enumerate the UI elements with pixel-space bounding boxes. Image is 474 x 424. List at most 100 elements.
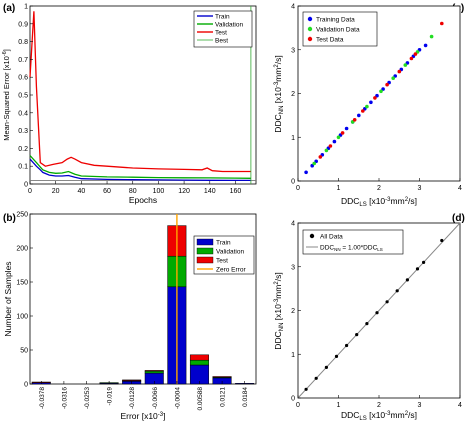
x-tick-label: 1	[337, 185, 341, 192]
panel-b-plot-area	[31, 214, 255, 385]
x-tick-label: 100	[153, 188, 165, 195]
panel-b-y-label: Number of Samples	[3, 261, 13, 336]
y-tick-label: 200	[16, 246, 28, 253]
panel-a-x-label: Epochs	[129, 195, 157, 205]
legend-label-train: Train	[216, 240, 231, 247]
x-tick-label: 0.0121	[220, 387, 227, 407]
bar-validation	[189, 359, 209, 366]
data-point	[361, 109, 365, 113]
x-tick-label: 0	[296, 402, 300, 409]
data-point	[391, 76, 396, 80]
legend-label-training-data: Training Data	[316, 17, 355, 24]
legend-label-best: Best	[215, 38, 228, 45]
x-tick-label: 2	[377, 185, 381, 192]
data-point	[334, 354, 339, 358]
panel-d-letter: (d)	[452, 213, 465, 224]
panel-d: (d) 0 1 2 3 4 0 1 2 3 4 DDCLS [x10-3mm2/s] DDCNN…	[273, 213, 465, 422]
y-tick-label: 1	[291, 135, 295, 142]
data-point	[314, 376, 318, 380]
data-point	[385, 82, 389, 87]
data-point	[352, 118, 357, 122]
y-tick-label: 2	[291, 308, 295, 315]
panel-a-x-ticks: 0 20 40 60 80 100 120 140 160	[28, 181, 241, 195]
data-point	[440, 21, 444, 26]
data-point	[397, 69, 402, 74]
legend-label-all-data: All Data	[320, 234, 343, 241]
x-tick-label: -0.0004	[174, 387, 181, 409]
x-tick-label: 20	[52, 188, 60, 195]
x-tick-label: 4	[458, 185, 462, 192]
data-point	[429, 34, 434, 39]
x-tick-label: 40	[77, 188, 85, 195]
legend-label-validation: Validation	[216, 249, 244, 256]
bar-test	[144, 370, 164, 372]
data-point	[379, 89, 383, 94]
data-point	[344, 126, 349, 131]
y-tick-label: 0.2	[18, 146, 28, 153]
y-tick-label: 0.1	[18, 164, 28, 171]
x-tick-label: 0.00588	[197, 387, 204, 411]
data-point	[318, 155, 323, 159]
y-tick-label: 1	[24, 4, 28, 11]
legend-swatch-test	[196, 256, 214, 264]
data-point	[423, 43, 428, 48]
data-point	[340, 131, 345, 135]
panel-a-plot-area	[29, 6, 256, 184]
data-point	[395, 289, 399, 293]
y-tick-label: 0	[291, 179, 295, 186]
x-tick-label: 60	[103, 188, 111, 195]
x-tick-label: 3	[418, 402, 422, 409]
panel-a-letter: (a)	[3, 3, 15, 14]
data-point	[375, 311, 379, 315]
x-tick-label: -0.0128	[129, 387, 136, 409]
legend-label-test: Test	[216, 258, 228, 265]
x-tick-label: 140	[204, 188, 216, 195]
panel-c-plot-area	[304, 21, 444, 175]
y-tick-label: 1	[291, 352, 295, 359]
legend-label-validation-data: Validation Data	[316, 27, 360, 34]
panel-b-letter: (b)	[3, 213, 16, 224]
x-tick-label: 0.0184	[242, 387, 249, 407]
bar-test	[122, 379, 142, 381]
data-point	[304, 387, 308, 391]
y-tick-label: 0.7	[18, 57, 28, 64]
bar-test	[212, 376, 232, 378]
data-point	[415, 267, 420, 271]
y-tick-label: 100	[16, 314, 28, 321]
bar-test	[189, 354, 209, 361]
y-tick-label: 4	[291, 221, 295, 228]
x-tick-label: 0	[28, 188, 32, 195]
data-point	[385, 300, 389, 304]
legend-label-test: Test	[215, 30, 227, 37]
y-tick-label: 0.3	[18, 128, 28, 135]
y-tick-label: 50	[20, 348, 28, 355]
legend-swatch-train	[196, 238, 214, 246]
legend-marker-all-data	[309, 233, 315, 239]
x-tick-label: -0.0253	[84, 387, 91, 409]
panel-c-x-label: DDCLS [x10-3mm2/s]	[341, 196, 417, 208]
y-tick-label: 2	[291, 91, 295, 98]
data-point	[332, 139, 337, 144]
legend-swatch-validation	[196, 247, 214, 255]
data-point	[304, 170, 308, 175]
y-tick-label: 3	[291, 47, 295, 54]
y-tick-label: 0	[291, 396, 295, 403]
y-tick-label: 0	[24, 182, 28, 189]
x-tick-label: 80	[129, 188, 137, 195]
panel-d-y-ticks: 0 1 2 3 4	[291, 221, 301, 403]
data-point	[324, 365, 328, 369]
x-tick-label: -0.0316	[61, 387, 68, 409]
y-tick-label: 0.8	[18, 39, 28, 46]
y-tick-label: 0.5	[18, 93, 28, 100]
legend-marker-test	[307, 36, 313, 42]
x-tick-label: 2	[377, 402, 381, 409]
data-point	[365, 104, 369, 109]
y-tick-label: 250	[16, 212, 28, 219]
panel-b-legend: Train Validation Test Zero Error	[193, 235, 255, 275]
legend-label-train: Train	[215, 14, 230, 21]
y-tick-label: 0.4	[18, 110, 28, 117]
panel-d-x-ticks: 0 1 2 3 4	[296, 395, 462, 409]
x-tick-label: -0.0378	[39, 387, 46, 409]
data-point	[369, 100, 373, 105]
